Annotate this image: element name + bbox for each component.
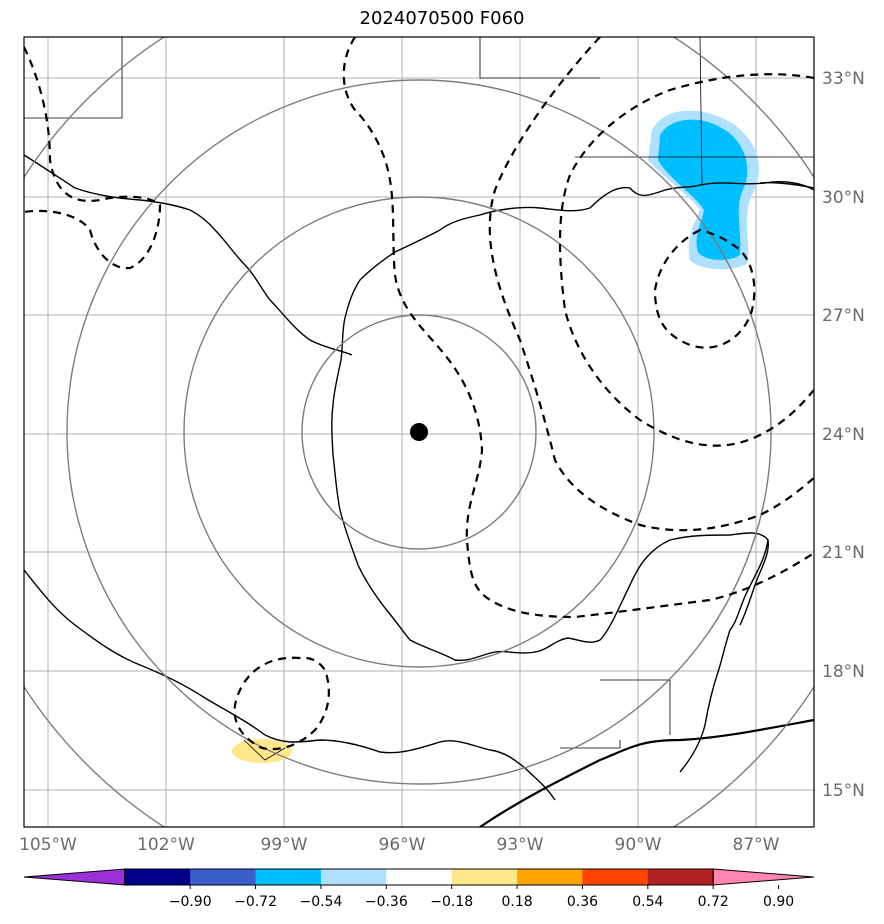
lat-label: 33°N bbox=[822, 69, 865, 89]
map-title: 2024070500 F060 bbox=[359, 8, 525, 29]
lon-label: 99°W bbox=[261, 835, 308, 855]
colorbar-segment bbox=[320, 869, 387, 885]
colorbar-tick-label: −0.18 bbox=[430, 894, 473, 910]
latitude-labels: 33°N 30°N 27°N 24°N 21°N 18°N 15°N bbox=[822, 69, 865, 801]
colorbar-extend-min bbox=[23, 868, 126, 886]
graticule bbox=[24, 37, 814, 827]
colorbar-segment bbox=[582, 869, 649, 885]
colorbar: −0.90 −0.72 −0.54 −0.36 −0.18 0.18 0.36 0.54 0.7… bbox=[23, 868, 815, 910]
lat-label: 27°N bbox=[822, 306, 865, 326]
colorbar-tick-label: 0.54 bbox=[632, 894, 663, 910]
lon-label: 105°W bbox=[19, 835, 77, 855]
colorbar-tick-label: −0.90 bbox=[169, 894, 212, 910]
lon-label: 87°W bbox=[733, 835, 780, 855]
frontal-line bbox=[479, 718, 814, 827]
colorbar-segment bbox=[190, 869, 257, 885]
lat-label: 18°N bbox=[822, 662, 865, 682]
colorbar-tick-label: −0.36 bbox=[365, 894, 408, 910]
colorbar-extend-max bbox=[712, 868, 815, 886]
lon-label: 96°W bbox=[379, 835, 426, 855]
range-rings bbox=[24, 37, 814, 827]
lon-label: 102°W bbox=[137, 835, 195, 855]
map-frame bbox=[23, 36, 815, 828]
lon-label: 93°W bbox=[497, 835, 544, 855]
lon-label: 90°W bbox=[615, 835, 662, 855]
storm-center-marker bbox=[410, 423, 428, 441]
borders bbox=[24, 37, 814, 761]
colorbar-tick-label: −0.72 bbox=[234, 894, 277, 910]
colorbar-segment bbox=[647, 869, 714, 885]
longitude-labels: 105°W 102°W 99°W 96°W 93°W 90°W 87°W bbox=[19, 835, 780, 855]
colorbar-segment bbox=[124, 869, 191, 885]
colorbar-segment bbox=[255, 869, 322, 885]
lat-label: 24°N bbox=[822, 425, 865, 445]
colorbar-tick-label: −0.54 bbox=[299, 894, 342, 910]
dashed-contours bbox=[24, 37, 814, 751]
lat-label: 21°N bbox=[822, 543, 865, 563]
colorbar-segment bbox=[451, 869, 518, 885]
colorbar-tick-label: 0.36 bbox=[567, 894, 598, 910]
negative-anomaly-fill bbox=[648, 110, 759, 270]
lat-label: 30°N bbox=[822, 188, 865, 208]
colorbar-tick-label: 0.90 bbox=[763, 894, 794, 910]
positive-anomaly-fill bbox=[232, 739, 292, 763]
colorbar-segment bbox=[517, 869, 583, 885]
colorbar-tick-label: 0.18 bbox=[501, 894, 532, 910]
colorbar-segment bbox=[386, 869, 453, 885]
colorbar-tick-label: 0.72 bbox=[698, 894, 729, 910]
coastlines bbox=[24, 154, 814, 801]
lat-label: 15°N bbox=[822, 781, 865, 801]
colorbar-frame bbox=[124, 868, 714, 886]
